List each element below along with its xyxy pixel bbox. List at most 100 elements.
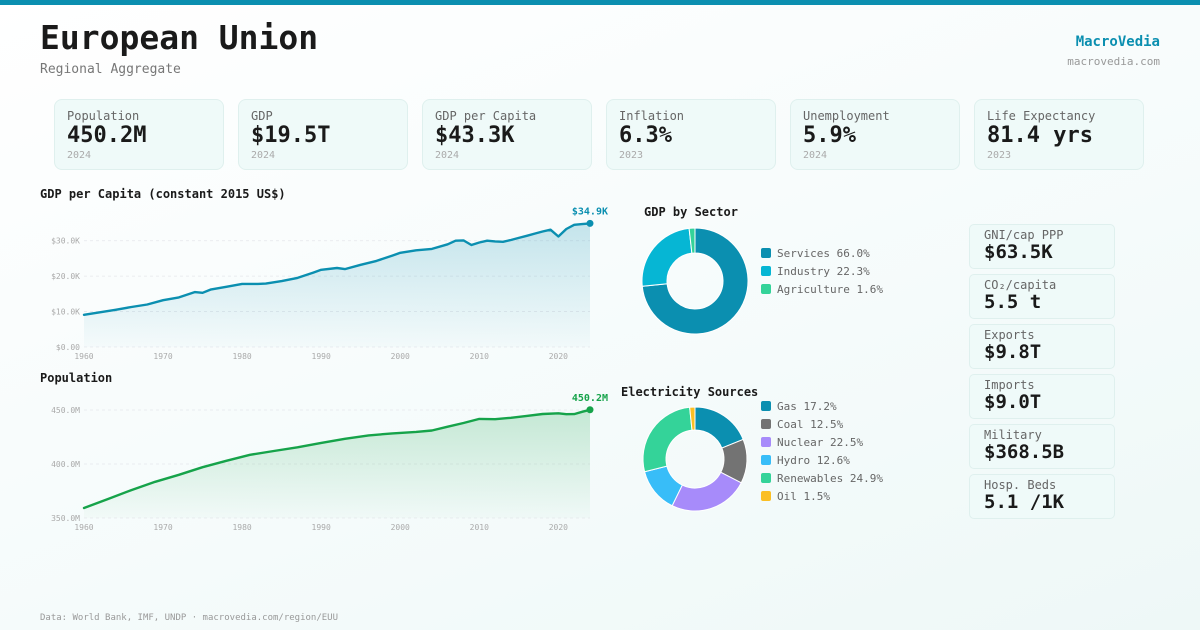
donut-slice-agriculture <box>688 227 696 254</box>
kpi-year: 2023 <box>619 150 644 161</box>
stat-label: Exports <box>984 328 1035 342</box>
stat-label: Hosp. Beds <box>984 478 1057 492</box>
gdp-per-capita-chart: $0.00 $10.0K $20.0K $30.0K 1960 1970 1980 1990 2… <box>51 206 608 361</box>
gdp-chart-title: GDP per Capita (constant 2015 US$) <box>40 187 286 201</box>
legend-item-hydro: Hydro 12.6% <box>761 451 883 469</box>
x-tick-label: 1980 <box>232 523 251 532</box>
legend-swatch <box>761 248 771 258</box>
stat-label: Imports <box>984 378 1035 392</box>
brand-logo[interactable]: MacroVedia <box>1075 34 1160 50</box>
kpi-card-gdp: GDP $19.5T 2024 <box>238 99 408 170</box>
legend-item-gas: Gas 17.2% <box>761 397 883 415</box>
stat-value: $9.0T <box>984 391 1042 413</box>
stat-value: $9.8T <box>984 341 1042 363</box>
kpi-label: Population <box>67 109 140 123</box>
page-title: European Union <box>40 18 319 57</box>
kpi-label: Inflation <box>619 109 685 123</box>
x-tick-label: 1970 <box>153 352 172 361</box>
kpi-year: 2024 <box>67 150 92 161</box>
sector-legend: Services 66.0% Industry 22.3% Agricultur… <box>761 244 883 298</box>
stat-card-exports: Exports $9.8T <box>969 324 1115 369</box>
end-value-label: 450.2M <box>572 393 608 404</box>
legend-swatch <box>761 419 771 429</box>
side-stats-column: GNI/cap PPP $63.5K CO₂/capita 5.5 t Expo… <box>969 224 1115 519</box>
end-value-label: $34.9K <box>572 206 608 217</box>
donut-slice-industry <box>641 227 693 287</box>
legend-swatch <box>761 473 771 483</box>
kpi-label: GDP <box>251 109 273 123</box>
legend-item-oil: Oil 1.5% <box>761 487 883 505</box>
kpi-year: 2023 <box>987 150 1012 161</box>
area-fill <box>84 223 590 347</box>
kpi-card-gdp-per-capita: GDP per Capita $43.3K 2024 <box>422 99 592 170</box>
page-subtitle: Regional Aggregate <box>40 62 181 77</box>
x-tick-label: 1960 <box>74 352 93 361</box>
legend-item-industry: Industry 22.3% <box>761 262 883 280</box>
stat-label: CO₂/capita <box>984 278 1057 292</box>
kpi-card-life-expectancy: Life Expectancy 81.4 yrs 2023 <box>974 99 1144 170</box>
legend-label: Renewables 24.9% <box>777 471 883 485</box>
series-line <box>82 222 592 316</box>
donut-slice-oil <box>689 406 696 431</box>
donut-slice-nuclear <box>671 471 742 512</box>
legend-swatch <box>761 284 771 294</box>
x-tick-label: 2000 <box>391 523 410 532</box>
x-tick-label: 1990 <box>312 523 331 532</box>
kpi-card-inflation: Inflation 6.3% 2023 <box>606 99 776 170</box>
stat-value: 5.5 t <box>984 291 1042 313</box>
legend-item-services: Services 66.0% <box>761 244 883 262</box>
y-tick-label: $30.0K <box>51 237 80 246</box>
x-tick-label: 2000 <box>391 352 410 361</box>
legend-swatch <box>761 401 771 411</box>
kpi-row: Population 450.2M 2024 GDP $19.5T 2024 G… <box>54 99 1144 170</box>
legend-swatch <box>761 437 771 447</box>
kpi-label: Unemployment <box>803 109 890 123</box>
electricity-legend: Gas 17.2% Coal 12.5% Nuclear 22.5% Hydro… <box>761 397 883 505</box>
legend-item-agriculture: Agriculture 1.6% <box>761 280 883 298</box>
kpi-year: 2024 <box>251 150 276 161</box>
x-tick-label: 2020 <box>549 352 568 361</box>
legend-swatch <box>761 455 771 465</box>
legend-label: Agriculture 1.6% <box>777 282 883 296</box>
top-accent-bar <box>0 0 1200 5</box>
y-tick-label: $10.0K <box>51 308 80 317</box>
legend-item-nuclear: Nuclear 22.5% <box>761 433 883 451</box>
legend-label: Industry 22.3% <box>777 264 870 278</box>
population-chart: 350.0M 400.0M 450.0M 1960 1970 1980 1990 2000 20… <box>51 393 608 532</box>
x-tick-label: 1960 <box>74 523 93 532</box>
x-tick-label: 2010 <box>470 523 489 532</box>
kpi-label: GDP per Capita <box>435 109 537 123</box>
y-tick-label: $0.00 <box>56 343 80 352</box>
legend-label: Nuclear 22.5% <box>777 435 864 449</box>
kpi-year: 2024 <box>435 150 460 161</box>
x-tick-label: 1970 <box>153 523 172 532</box>
brand-url[interactable]: macrovedia.com <box>1067 55 1160 68</box>
kpi-label: Life Expectancy <box>987 109 1096 123</box>
kpi-card-unemployment: Unemployment 5.9% 2024 <box>790 99 960 170</box>
legend-label: Gas 17.2% <box>777 399 837 413</box>
y-tick-label: 400.0M <box>51 460 80 469</box>
legend-label: Oil 1.5% <box>777 489 830 503</box>
stat-card-military: Military $368.5B <box>969 424 1115 469</box>
legend-label: Coal 12.5% <box>777 417 844 431</box>
y-tick-label: 350.0M <box>51 514 80 523</box>
kpi-value: 81.4 yrs <box>987 123 1093 148</box>
stat-label: Military <box>984 428 1042 442</box>
kpi-card-population: Population 450.2M 2024 <box>54 99 224 170</box>
x-tick-label: 2020 <box>549 523 568 532</box>
kpi-value: 6.3% <box>619 123 672 148</box>
kpi-value: 450.2M <box>67 123 147 148</box>
kpi-value: $19.5T <box>251 123 331 148</box>
stat-card-gni-ppp: GNI/cap PPP $63.5K <box>969 224 1115 269</box>
series-line <box>82 408 592 510</box>
y-tick-label: $20.0K <box>51 272 80 281</box>
legend-item-coal: Coal 12.5% <box>761 415 883 433</box>
donut-slice-renewables <box>642 406 693 473</box>
legend-label: Services 66.0% <box>777 246 870 260</box>
legend-label: Hydro 12.6% <box>777 453 850 467</box>
end-point-marker <box>586 406 594 414</box>
kpi-value: 5.9% <box>803 123 856 148</box>
electricity-sources-donut <box>642 406 748 512</box>
stat-value: 5.1 /1K <box>984 491 1065 513</box>
stat-card-imports: Imports $9.0T <box>969 374 1115 419</box>
